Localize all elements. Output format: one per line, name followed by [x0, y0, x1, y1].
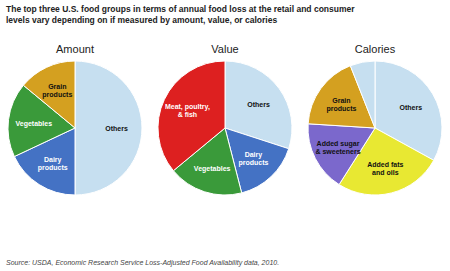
chart-title: Amount — [56, 43, 94, 55]
slice-label: Added fatsand oils — [367, 161, 403, 176]
pie-chart: Calories Others Added fatsand oils Added su… — [308, 43, 442, 195]
slice-label: Dairyproducts — [38, 156, 68, 172]
source-note: Source: USDA, Economic Research Service … — [6, 259, 279, 267]
chart-title: Calories — [355, 43, 396, 55]
slices — [8, 61, 142, 195]
slice-label: Meat, poultry,& fish — [165, 103, 210, 118]
pie-slice — [23, 61, 75, 128]
slices — [158, 61, 292, 195]
chart-canvas: The top three U.S. food groups in terms … — [0, 0, 450, 271]
chart-title: Value — [211, 43, 238, 55]
slice-label: Grainproducts — [326, 96, 356, 112]
slice-label: Others — [399, 103, 422, 110]
slice-label: Added sugar& sweeteners — [315, 139, 360, 154]
figure-title: The top three U.S. food groups in terms … — [6, 4, 355, 25]
slices — [308, 61, 442, 195]
slice-label: Vegetables — [194, 164, 231, 172]
pie-chart: Amount Others Dairyproducts Vegetables Grain… — [8, 43, 142, 195]
slice-label: Dairyproducts — [238, 151, 268, 167]
slice-labels: Others Dairyproducts Vegetables Meat, poult… — [165, 100, 270, 172]
pie-slice — [8, 85, 75, 156]
slice-label: Vegetables — [15, 119, 52, 127]
pie-slice — [308, 124, 375, 185]
slice-label: Grainproducts — [42, 83, 72, 99]
slice-labels: Others Dairyproducts Vegetables Grainproduc… — [15, 83, 127, 172]
pie-slice — [350, 61, 375, 128]
pie-slice — [158, 61, 225, 171]
slice-label: Others — [247, 100, 270, 107]
slice-label: Others — [105, 125, 128, 132]
slice-labels: Others Added fatsand oils Added sugar& swe… — [315, 96, 422, 176]
pie-slice — [75, 61, 142, 195]
pie-chart: Value Others Dairyproducts Vegetables Meat, … — [158, 43, 292, 195]
